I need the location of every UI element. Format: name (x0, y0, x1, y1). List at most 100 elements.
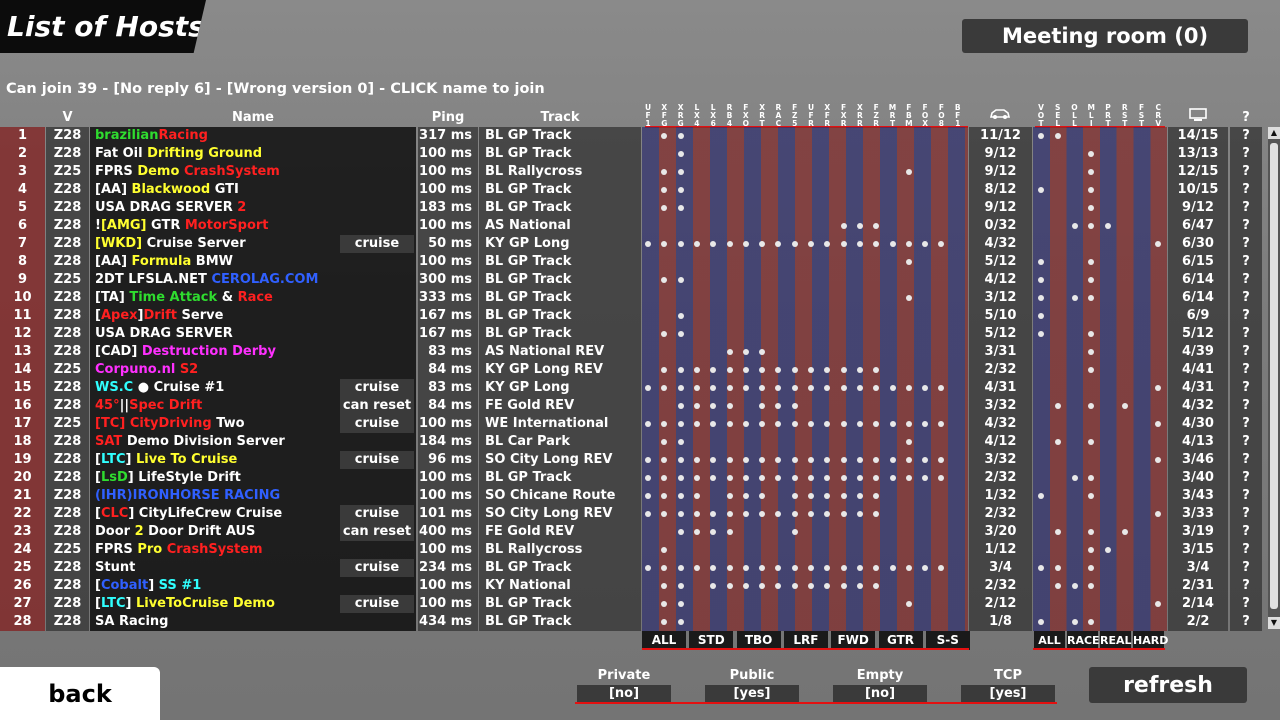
mode-filter-button[interactable]: HARD (1133, 631, 1168, 650)
scroll-up-icon[interactable]: ▲ (1268, 127, 1280, 139)
row-info-button[interactable]: ? (1230, 379, 1262, 397)
host-name-segment[interactable]: ] (125, 596, 136, 611)
row-info-button[interactable]: ? (1230, 577, 1262, 595)
host-name-segment[interactable]: CEROLAG.COM (211, 272, 319, 287)
host-name-segment[interactable]: LiveToCruise Demo (135, 596, 275, 611)
row-info-button[interactable]: ? (1230, 235, 1262, 253)
row-info-button[interactable]: ? (1230, 271, 1262, 289)
host-name[interactable]: [AA] Formula BMW (90, 253, 416, 271)
host-name-segment[interactable]: [TC] CityDriving (95, 416, 217, 431)
host-name-segment[interactable]: CrashSystem (183, 164, 280, 179)
host-name-segment[interactable]: Live To Cruise (135, 452, 238, 467)
host-name-segment[interactable]: 2DT LFSLA.NET (95, 272, 212, 287)
host-name-segment[interactable]: Formula (131, 254, 196, 269)
host-name-segment[interactable]: [ (95, 470, 101, 485)
host-name-segment[interactable]: Race (237, 290, 273, 305)
host-name-segment[interactable]: LsD (100, 470, 128, 485)
row-info-button[interactable]: ? (1230, 523, 1262, 541)
filter-toggle[interactable]: [no] (577, 685, 671, 702)
host-row[interactable]: 23 Z28 Door 2 Door Drift AUS can reset 400 m… (0, 523, 1268, 541)
host-name-segment[interactable]: & (221, 290, 238, 305)
host-row[interactable]: 19 Z28 [LTC] Live To Cruise cruise 96 ms SO C… (0, 451, 1268, 469)
car-filter-button[interactable]: FWD (831, 631, 876, 650)
host-name[interactable]: USA DRAG SERVER 2 (90, 199, 416, 217)
host-name-segment[interactable]: Cobalt (100, 578, 149, 593)
row-info-button[interactable]: ? (1230, 145, 1262, 163)
row-info-button[interactable]: ? (1230, 433, 1262, 451)
host-row[interactable]: 6 Z28 ![AMG] GTR MotorSport 100 ms AS Nation… (0, 217, 1268, 235)
host-row[interactable]: 20 Z28 [LsD] LifeStyle Drift 100 ms BL GP Tr… (0, 469, 1268, 487)
host-row[interactable]: 8 Z28 [AA] Formula BMW 100 ms BL GP Track 5/1… (0, 253, 1268, 271)
refresh-button[interactable]: refresh (1089, 667, 1247, 703)
car-filter-button[interactable]: LRF (783, 631, 828, 650)
row-info-button[interactable]: ? (1230, 397, 1262, 415)
host-name[interactable]: [Cobalt] SS #1 (90, 577, 416, 595)
host-row[interactable]: 15 Z28 WS.C ● Cruise #1 cruise 83 ms KY GP Lo… (0, 379, 1268, 397)
row-info-button[interactable]: ? (1230, 361, 1262, 379)
host-name-segment[interactable]: ● Cruise #1 (137, 380, 225, 395)
header-version[interactable]: V (62, 110, 73, 125)
host-name-segment[interactable]: Stunt (95, 560, 136, 575)
row-info-button[interactable]: ? (1230, 343, 1262, 361)
host-name[interactable]: SAT Demo Division Server (90, 433, 416, 451)
back-button[interactable]: back (0, 667, 160, 720)
host-name[interactable]: Stunt (90, 559, 416, 577)
host-name-segment[interactable]: Demo Division Server (126, 434, 285, 449)
host-name[interactable]: brazilianRacing (90, 127, 416, 145)
host-name[interactable]: [CAD] Destruction Derby (90, 343, 416, 361)
host-name-segment[interactable]: FPRS (95, 164, 138, 179)
host-name[interactable]: ![AMG] GTR MotorSport (90, 217, 416, 235)
host-row[interactable]: 10 Z28 [TA] Time Attack & Race 333 ms BL GP … (0, 289, 1268, 307)
scrollbar[interactable]: ▲ ▼ (1268, 127, 1280, 629)
host-name-segment[interactable]: FPRS (95, 542, 138, 557)
host-name[interactable]: [TC] CityDriving Two (90, 415, 416, 433)
host-name[interactable]: [LTC] Live To Cruise (90, 451, 416, 469)
row-info-button[interactable]: ? (1230, 307, 1262, 325)
host-name-segment[interactable]: SA Racing (95, 614, 169, 629)
host-row[interactable]: 21 Z28 (IHR)IRONHORSE RACING 100 ms SO Chica… (0, 487, 1268, 505)
host-name-segment[interactable]: ] CityLifeCrew Cruise (128, 506, 283, 521)
host-name-segment[interactable]: 45° (95, 398, 120, 413)
host-name-segment[interactable]: [AA] (95, 254, 132, 269)
row-info-button[interactable]: ? (1230, 163, 1262, 181)
host-name[interactable]: [Apex]Drift Serve (90, 307, 416, 325)
host-name-segment[interactable]: LTC (100, 596, 126, 611)
host-name-segment[interactable]: [ (95, 578, 101, 593)
host-name[interactable]: [AA] Blackwood GTI (90, 181, 416, 199)
host-name-segment[interactable]: SS #1 (158, 578, 202, 593)
host-name[interactable]: WS.C ● Cruise #1 (90, 379, 416, 397)
host-name[interactable]: 45°||Spec Drift (90, 397, 416, 415)
host-name-segment[interactable]: Two (216, 416, 245, 431)
host-row[interactable]: 4 Z28 [AA] Blackwood GTI 100 ms BL GP Track 8… (0, 181, 1268, 199)
host-name[interactable]: USA DRAG SERVER (90, 325, 416, 343)
row-info-button[interactable]: ? (1230, 181, 1262, 199)
host-row[interactable]: 13 Z28 [CAD] Destruction Derby 83 ms AS Nati… (0, 343, 1268, 361)
host-name-segment[interactable]: Cruise Server (142, 236, 246, 251)
host-name-segment[interactable]: ] (125, 452, 136, 467)
row-info-button[interactable]: ? (1230, 289, 1262, 307)
mode-filter-button[interactable]: ALL (1034, 631, 1065, 650)
host-name-segment[interactable]: Pro (137, 542, 167, 557)
host-name-segment[interactable]: IRONHORSE RACING (132, 488, 281, 503)
row-info-button[interactable]: ? (1230, 613, 1262, 631)
host-row[interactable]: 17 Z25 [TC] CityDriving Two cruise 100 ms WE … (0, 415, 1268, 433)
host-row[interactable]: 25 Z28 Stunt cruise 234 ms BL GP Track 3/4 3/4? (0, 559, 1268, 577)
host-name-segment[interactable]: Serve (181, 308, 224, 323)
scroll-down-icon[interactable]: ▼ (1268, 617, 1280, 629)
host-name-segment[interactable]: [WKD] (95, 236, 143, 251)
host-name-segment[interactable]: ] LifeStyle Drift (127, 470, 241, 485)
